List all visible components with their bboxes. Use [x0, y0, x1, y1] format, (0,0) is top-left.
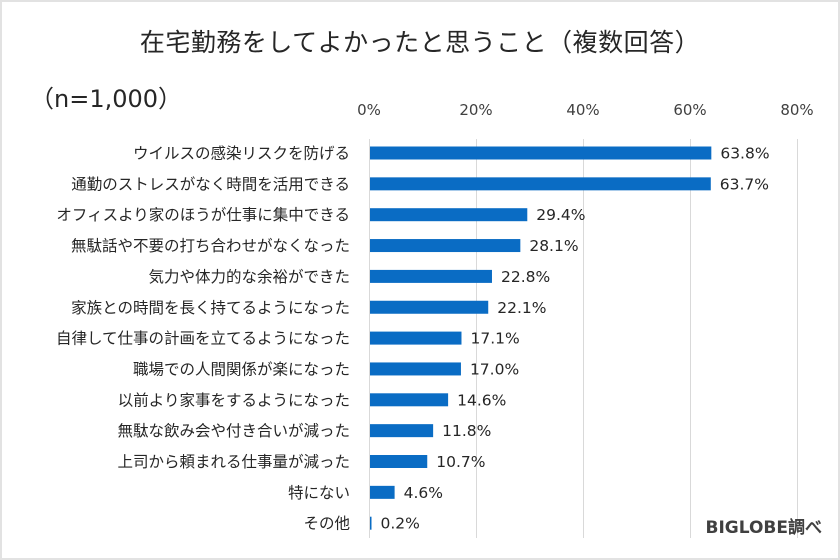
category-label: 気力や体力的な余裕ができた [148, 267, 350, 286]
bars [370, 146, 712, 530]
bar [370, 331, 462, 345]
category-labels: ウイルスの感染リスクを防げる通勤のストレスがなく時間を活用できるオフィスより家の… [56, 145, 350, 533]
value-label: 14.6% [457, 391, 506, 409]
bar [370, 146, 712, 160]
bar [370, 269, 492, 283]
value-label: 11.8% [442, 422, 491, 440]
value-label: 29.4% [536, 206, 585, 224]
category-label: 家族との時間を長く持てるようになった [71, 299, 350, 317]
bar [370, 239, 521, 253]
value-label: 4.6% [404, 484, 443, 502]
value-label: 22.8% [501, 268, 550, 286]
bar [370, 424, 434, 438]
chart-title: 在宅勤務をしてよかったと思うこと（複数回答） [139, 28, 701, 57]
bar [370, 393, 449, 407]
value-label: 17.0% [470, 360, 519, 378]
category-label: 通勤のストレスがなく時間を活用できる [71, 175, 350, 193]
bar [370, 485, 395, 499]
category-label: 特にない [288, 484, 350, 502]
x-tick-label: 80% [780, 101, 813, 119]
bar [370, 455, 428, 468]
bar [370, 177, 711, 191]
category-label: 以前より家事をするようになった [118, 391, 350, 409]
bar [370, 208, 528, 222]
category-label: 自律して仕事の計画を立てるようになった [56, 330, 350, 348]
value-label: 0.2% [381, 515, 420, 533]
bar [370, 300, 489, 314]
value-label: 63.8% [720, 145, 769, 163]
x-tick-label: 60% [673, 101, 706, 119]
category-label: 無駄な飲み会や付き合いが減った [117, 422, 350, 440]
source-credit: BIGLOBE調べ [705, 518, 823, 538]
value-label: 63.7% [720, 175, 769, 193]
value-label: 10.7% [436, 453, 485, 471]
bar [370, 362, 461, 376]
x-tick-label: 40% [566, 101, 599, 119]
category-label: オフィスより家のほうが仕事に集中できる [56, 206, 350, 224]
value-label: 28.1% [529, 237, 578, 255]
value-label: 17.1% [470, 330, 519, 348]
x-tick-label: 0% [357, 101, 381, 119]
category-label: ウイルスの感染リスクを防げる [133, 145, 350, 163]
category-label: 上司から頼まれる仕事量が減った [117, 453, 350, 471]
gridlines [369, 139, 798, 538]
sample-size-label: （n=1,000） [30, 85, 183, 113]
value-labels: 63.8% 63.7% 29.4% 28.1% 22.8% 22.1% 17.1% 17.0%… [381, 145, 770, 533]
category-label: 無駄話や不要の打ち合わせがなくなった [71, 237, 350, 255]
x-axis-ticks: 0% 20% 40% 60% 80% [357, 101, 814, 119]
category-label: その他 [303, 515, 350, 533]
value-label: 22.1% [497, 299, 546, 317]
category-label: 職場での人間関係が楽になった [133, 360, 350, 378]
x-tick-label: 20% [459, 101, 492, 119]
bar [370, 516, 372, 530]
